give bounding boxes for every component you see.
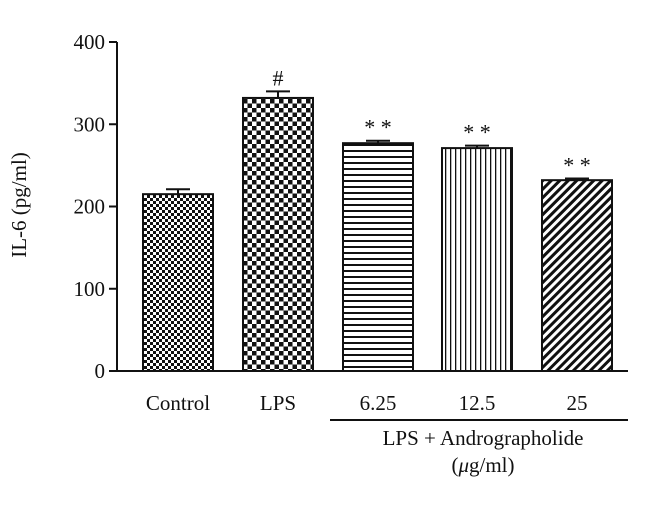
group-label: LPS + Andrographolide [383,426,584,450]
significance-mark: # [273,65,284,90]
group-unit-symbol: μ [457,453,469,477]
bar [342,142,414,372]
bar [142,193,214,372]
y-tick-label: 200 [74,195,106,219]
group-unit-label: (μg/ml) [451,453,514,477]
bar [541,179,613,372]
labels: 0 100 200 300 400 Control # LPS * * 6.25 * * 12.5 * … [74,30,591,415]
y-axis-title: IL-6 (pg/ml) [7,152,31,258]
group-unit-open: ( [451,453,458,477]
y-tick-label: 0 [95,359,106,383]
group-unit-rest: g/ml) [469,453,515,477]
significance-mark: * * [463,120,491,145]
significance-mark: * * [563,153,591,178]
y-tick-label: 300 [74,112,106,136]
bars [142,90,613,373]
y-tick-label: 100 [74,277,106,301]
x-tick-label: 12.5 [459,391,496,415]
bar [242,96,314,373]
y-tick-label: 400 [74,30,106,54]
significance-mark: * * [364,115,392,140]
bar [441,147,513,372]
x-tick-label: 6.25 [360,391,397,415]
x-tick-label: LPS [260,391,296,415]
x-tick-label: Control [146,391,210,415]
x-tick-label: 25 [567,391,588,415]
